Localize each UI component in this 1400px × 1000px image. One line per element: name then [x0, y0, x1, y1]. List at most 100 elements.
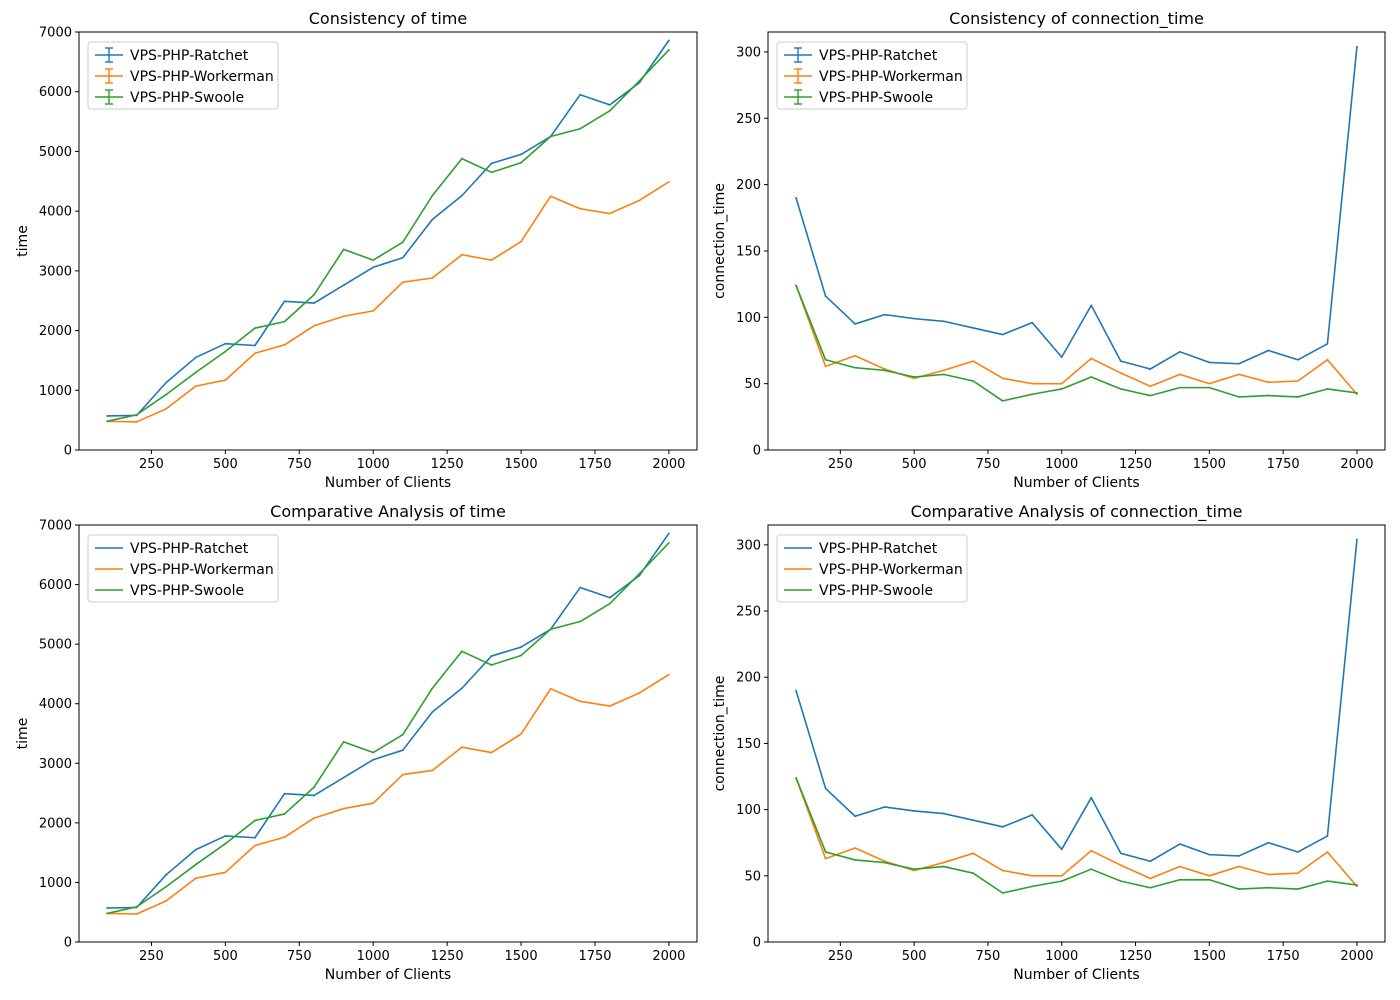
y-tick-label: 50	[744, 869, 761, 884]
data-point-swoole	[1208, 878, 1211, 881]
data-point-swoole	[401, 241, 404, 244]
series-line-swoole	[795, 777, 1358, 894]
data-point-workerman	[520, 733, 522, 735]
data-point-workerman	[1267, 873, 1270, 876]
x-axis-label: Number of Clients	[1013, 475, 1139, 491]
axes-frame	[78, 31, 698, 451]
data-point-workerman	[283, 836, 286, 839]
data-point-ratchet	[1178, 350, 1181, 353]
data-point-workerman	[1237, 865, 1240, 868]
legend-label-ratchet: VPS-PHP-Ratchet	[130, 48, 249, 64]
data-point-swoole	[1119, 880, 1122, 883]
data-point-workerman	[549, 195, 552, 198]
data-point-swoole	[194, 863, 197, 866]
chart-title: Consistency of time	[309, 9, 467, 28]
data-point-swoole	[224, 350, 227, 353]
data-point-ratchet	[1267, 841, 1270, 844]
data-point-workerman	[1208, 874, 1211, 877]
data-point-swoole	[254, 327, 256, 330]
data-point-workerman	[1178, 373, 1181, 376]
data-point-workerman	[431, 277, 434, 279]
data-point-workerman	[549, 687, 552, 690]
data-point-ratchet	[1326, 835, 1329, 837]
data-point-ratchet	[520, 153, 522, 156]
data-point-workerman	[254, 844, 256, 847]
x-tick-label: 1250	[1119, 457, 1152, 472]
series-line-swoole	[106, 49, 670, 423]
data-point-ratchet	[1237, 362, 1240, 365]
data-point-swoole	[795, 776, 797, 779]
data-point-ratchet	[1090, 796, 1093, 799]
data-point-workerman	[313, 817, 315, 819]
x-tick-label: 250	[828, 457, 853, 472]
y-tick-label: 50	[744, 377, 761, 392]
data-point-workerman	[942, 861, 945, 864]
data-point-workerman	[490, 259, 493, 262]
y-tick-label: 2000	[39, 324, 72, 339]
data-point-workerman	[638, 199, 641, 202]
data-point-swoole	[1178, 386, 1181, 389]
data-point-swoole	[668, 541, 670, 544]
data-point-swoole	[165, 393, 168, 396]
subplot-4: 250 500 750 1000 1250 1500 1750 2000 0 50 100 150 20…	[712, 502, 1386, 983]
y-tick-label: 4000	[39, 697, 72, 712]
data-point-swoole	[1031, 393, 1034, 396]
data-point-workerman	[283, 344, 286, 346]
data-point-ratchet	[461, 687, 463, 690]
data-point-swoole	[1237, 396, 1240, 398]
y-axis-label: time	[15, 225, 31, 257]
data-point-ratchet	[972, 327, 975, 329]
data-point-swoole	[883, 369, 886, 372]
data-point-ratchet	[1297, 851, 1299, 853]
y-tick-label: 3000	[39, 264, 72, 279]
data-point-ratchet	[106, 907, 108, 909]
data-point-ratchet	[490, 162, 493, 165]
data-point-ratchet	[1001, 825, 1004, 828]
y-tick-label: 0	[64, 936, 72, 951]
data-point-workerman	[372, 802, 375, 805]
data-point-swoole	[165, 885, 168, 888]
y-tick-label: 6000	[39, 85, 72, 100]
data-point-ratchet	[795, 689, 797, 692]
data-point-workerman	[1326, 851, 1329, 853]
series-line-ratchet	[795, 539, 1358, 863]
data-point-ratchet	[1090, 304, 1093, 307]
series-line-ratchet	[795, 46, 1358, 370]
data-point-workerman	[854, 847, 856, 849]
data-point-ratchet	[165, 873, 168, 876]
series-line-swoole	[795, 285, 1358, 402]
y-tick-label: 5000	[39, 145, 72, 160]
data-point-ratchet	[608, 596, 611, 599]
data-point-swoole	[883, 861, 886, 864]
y-tick-label: 7000	[39, 519, 72, 534]
data-point-ratchet	[1149, 860, 1152, 863]
data-point-swoole	[549, 135, 552, 138]
data-point-workerman	[490, 751, 493, 754]
subplot-3: 250 500 750 1000 1250 1500 1750 2000 0 1000 2000 30…	[15, 502, 698, 983]
x-tick-label: 1000	[1045, 949, 1078, 964]
data-point-ratchet	[579, 586, 582, 589]
x-tick-label: 1000	[357, 949, 390, 964]
data-point-swoole	[1237, 888, 1240, 890]
x-axis-label: Number of Clients	[325, 967, 451, 983]
data-point-ratchet	[824, 787, 827, 790]
data-point-ratchet	[194, 848, 197, 851]
data-point-workerman	[579, 207, 582, 210]
data-point-workerman	[608, 212, 611, 215]
data-point-ratchet	[520, 646, 522, 649]
data-point-workerman	[913, 869, 916, 872]
x-tick-label: 1000	[357, 457, 390, 472]
data-point-swoole	[106, 912, 108, 915]
series-line-swoole	[106, 542, 670, 915]
data-point-swoole	[1178, 878, 1181, 881]
legend-label-swoole: VPS-PHP-Swoole	[819, 583, 933, 599]
legend-label-swoole: VPS-PHP-Swoole	[130, 90, 244, 106]
data-point-ratchet	[1297, 358, 1299, 361]
data-point-swoole	[913, 376, 916, 378]
data-point-ratchet	[1208, 853, 1211, 856]
x-tick-label: 1500	[1193, 949, 1226, 964]
data-point-workerman	[1031, 874, 1034, 877]
y-tick-label: 200	[736, 671, 761, 686]
series-line-workerman	[795, 285, 1358, 395]
